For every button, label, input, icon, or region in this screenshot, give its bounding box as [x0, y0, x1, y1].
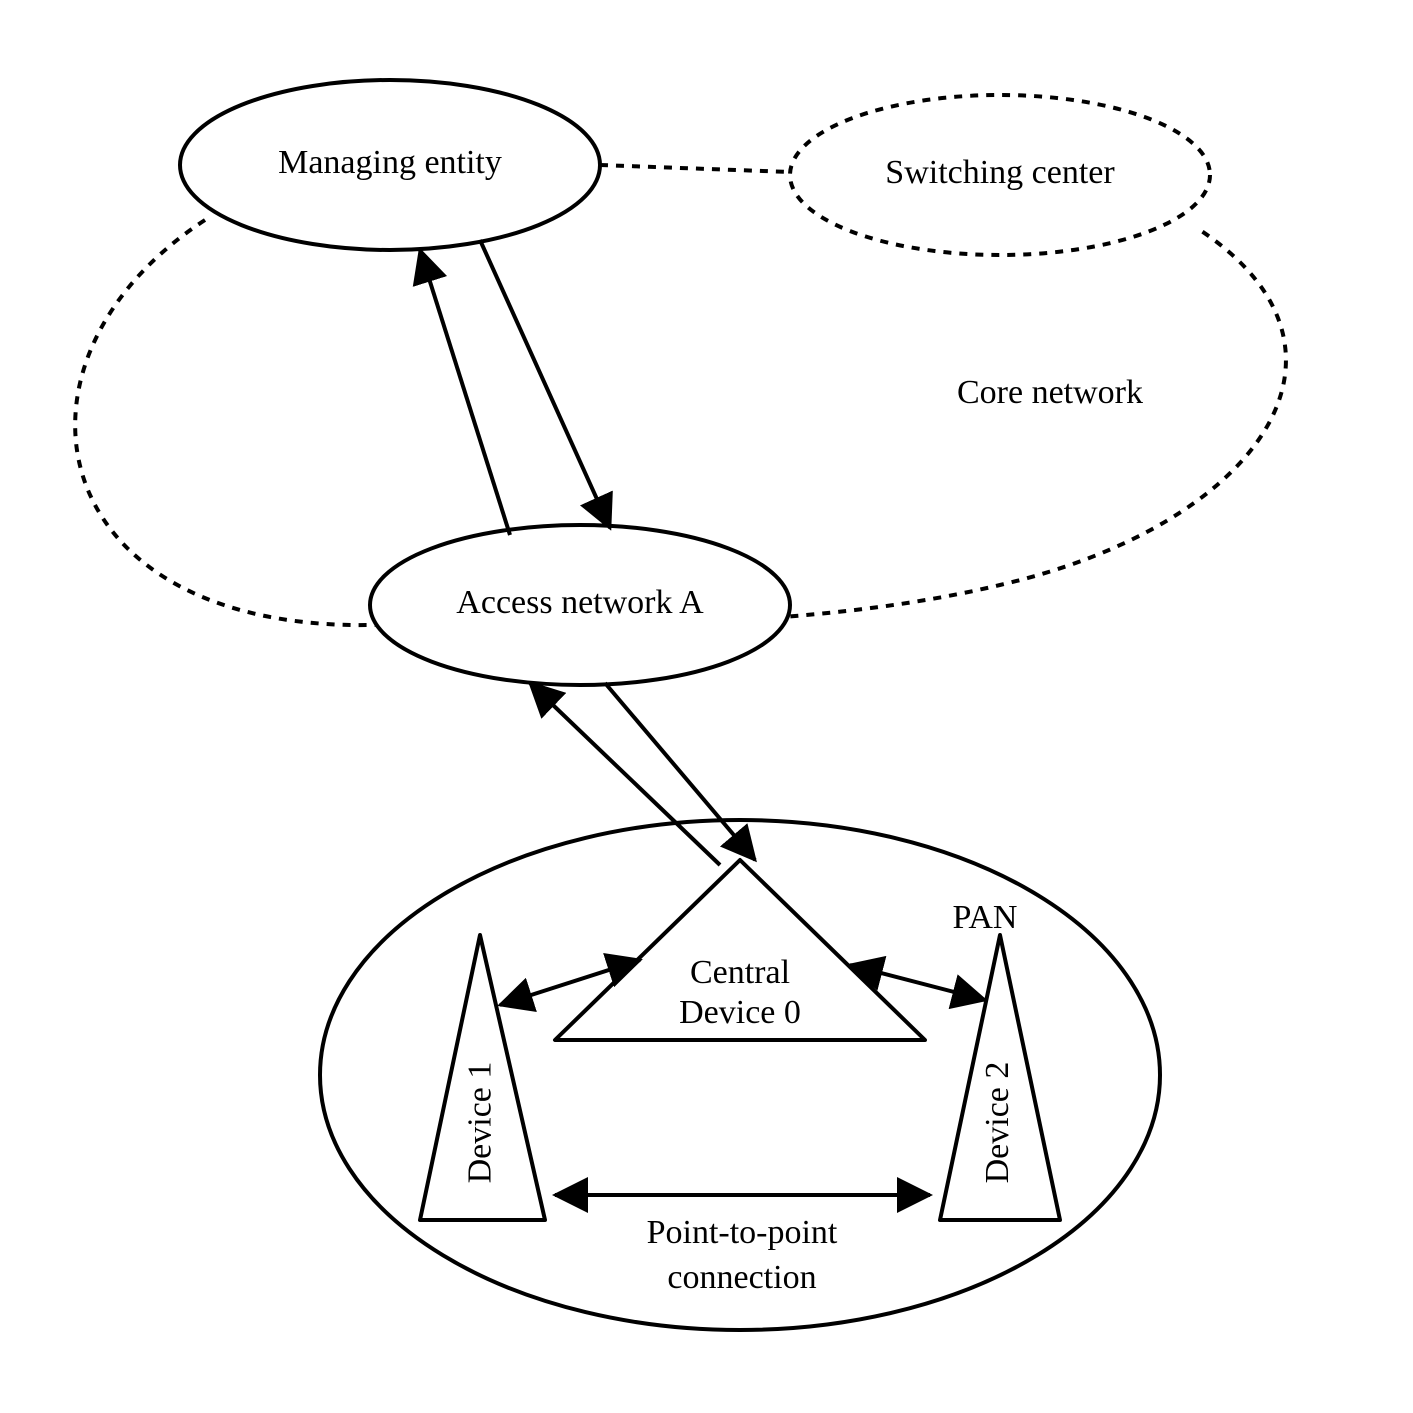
device2-label: Device 2 — [979, 1062, 1016, 1184]
p2p-label-line2: connection — [667, 1259, 816, 1296]
arrow-me-an-right — [480, 240, 610, 528]
arrow-an-central-left — [530, 683, 720, 865]
arrow-an-central-right — [605, 683, 755, 860]
me-sc-connector — [600, 165, 790, 172]
access-network-node-label: Access network A — [456, 584, 704, 621]
central-device-label2: Device 0 — [679, 994, 801, 1031]
pan-label: PAN — [953, 899, 1018, 936]
device1-label: Device 1 — [461, 1062, 498, 1184]
arrow-me-an-left — [420, 250, 510, 535]
managing-entity-node-label: Managing entity — [278, 144, 502, 181]
central-device-label1: Central — [690, 954, 790, 991]
switching-center-node-label: Switching center — [885, 154, 1115, 191]
p2p-label-line1: Point-to-point — [647, 1214, 838, 1251]
core-network-label: Core network — [957, 374, 1143, 411]
